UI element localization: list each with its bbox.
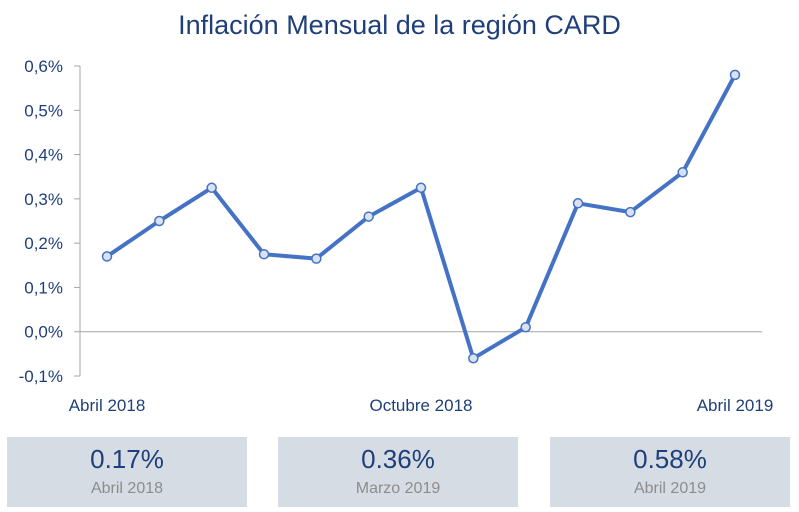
series-line [105, 72, 737, 361]
y-tick-label: 0,0% [24, 323, 63, 342]
y-tick-label: 0,2% [24, 234, 63, 253]
stat-label: Marzo 2019 [355, 480, 441, 497]
y-tick-label: 0,5% [24, 101, 63, 120]
stat-value: 0.17% [90, 444, 164, 474]
stat-value: 0.36% [361, 444, 435, 474]
data-point [625, 206, 636, 218]
line-chart: 0,6% 0,5% 0,4% 0,3% 0,2% 0,1% 0,0% -0,1% Abril … [19, 57, 774, 415]
data-point [677, 167, 688, 178]
stat-box-previous: 0.36% Marzo 2019 [278, 437, 518, 507]
stat-label: Abril 2018 [90, 480, 164, 497]
x-tick-label: Octubre 2018 [369, 396, 472, 415]
data-point [101, 251, 113, 262]
stat-value: 0.58% [633, 444, 707, 474]
data-point [415, 182, 427, 194]
data-point [729, 69, 741, 81]
stat-box-current: 0.58% Abril 2019 [550, 437, 790, 507]
data-point [206, 182, 217, 194]
x-axis: Abril 2018 Octubre 2018 Abril 2019 [69, 331, 774, 415]
stat-box-start: 0.17% Abril 2018 [7, 437, 247, 507]
y-tick-label: 0,1% [24, 278, 63, 297]
y-tick-label: 0,4% [24, 146, 63, 165]
x-tick-label: Abril 2019 [697, 396, 774, 415]
y-axis: 0,6% 0,5% 0,4% 0,3% 0,2% 0,1% 0,0% -0,1% [19, 57, 81, 386]
series-layer [101, 69, 741, 364]
y-tick-label: 0,6% [24, 57, 63, 76]
chart-title: Inflación Mensual de la región CARD [178, 10, 621, 40]
data-point [154, 215, 165, 227]
y-tick-label: -0,1% [19, 367, 63, 386]
data-point [311, 253, 322, 264]
data-point [258, 248, 270, 260]
data-point [572, 198, 584, 209]
stat-label: Abril 2019 [633, 480, 707, 497]
data-point [520, 322, 531, 333]
y-tick-label: 0,3% [24, 190, 63, 209]
x-tick-label: Abril 2018 [69, 396, 146, 415]
data-point [363, 211, 374, 222]
data-point [468, 353, 479, 364]
